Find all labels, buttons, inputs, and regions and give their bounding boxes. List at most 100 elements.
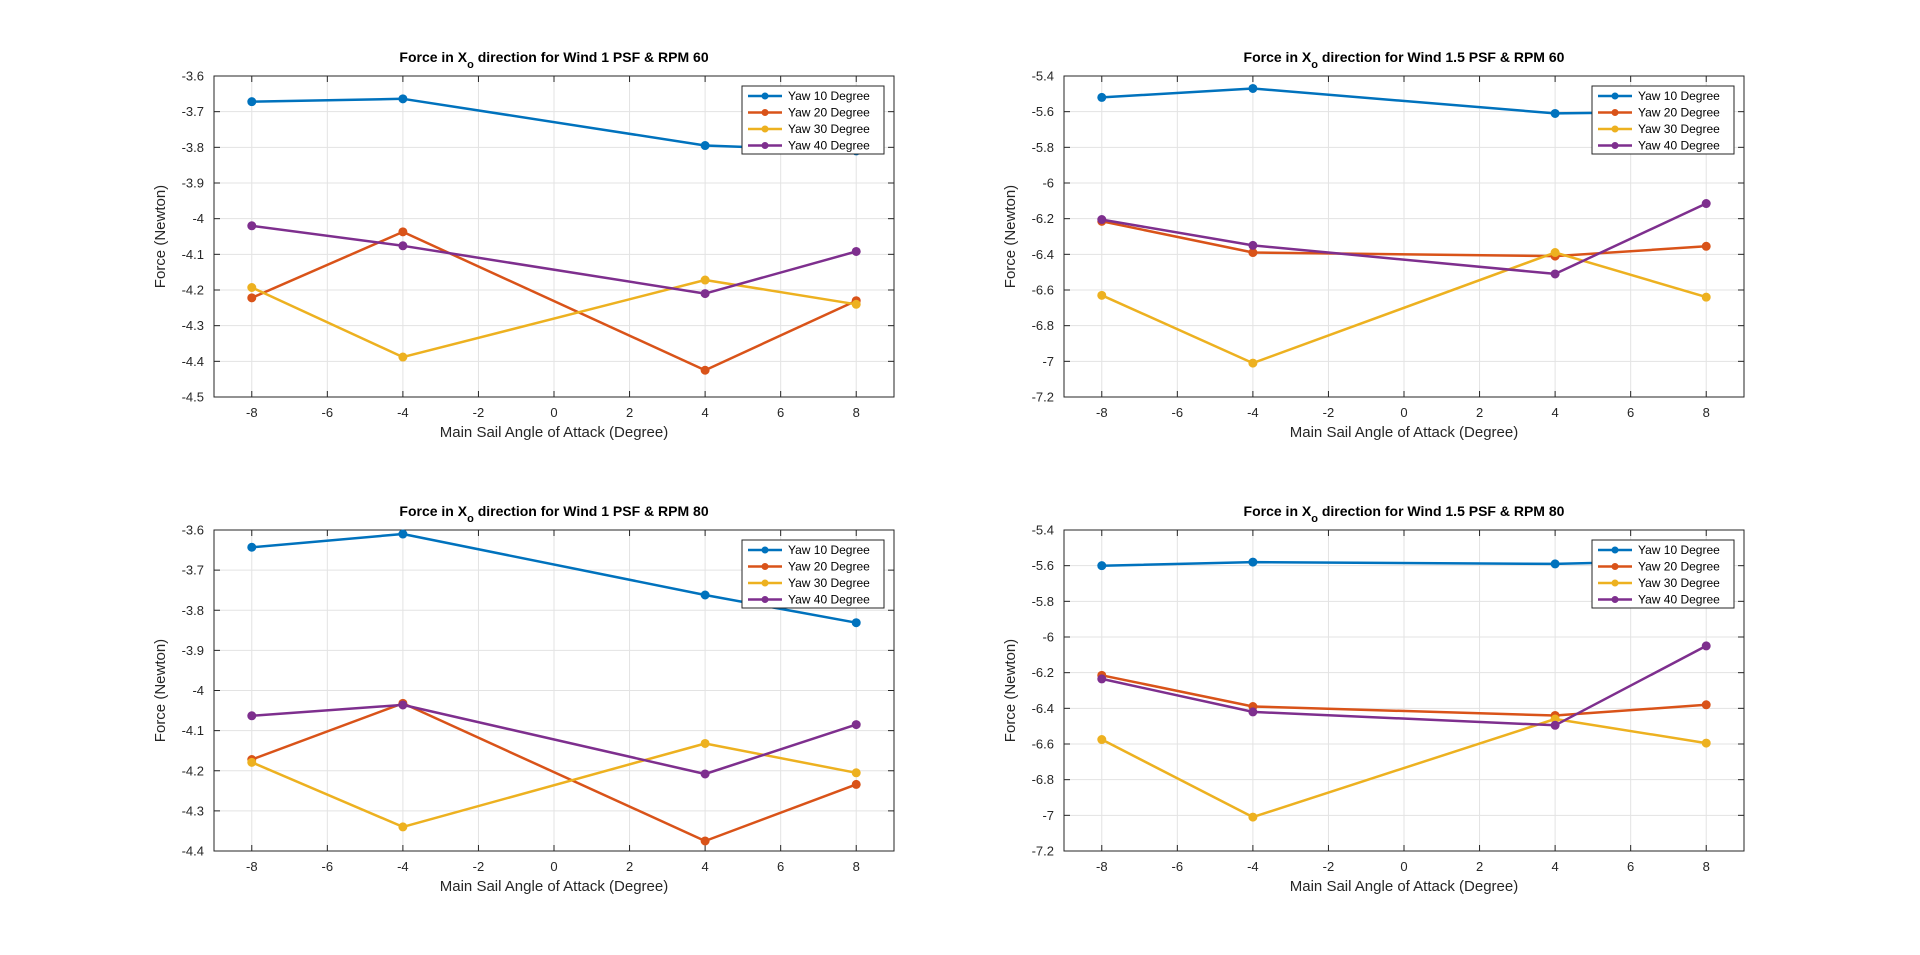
data-point (398, 822, 408, 832)
y-tick-label: -6.8 (1032, 772, 1054, 787)
chart-title: Force in Xo direction for Wind 1.5 PSF &… (1244, 503, 1565, 525)
x-tick-label: 0 (1400, 859, 1407, 874)
data-point (1701, 199, 1711, 209)
data-point (1248, 358, 1258, 368)
chart-title-subscript: o (1311, 513, 1318, 525)
data-point (247, 97, 257, 107)
data-point (1550, 248, 1560, 258)
data-point (1097, 561, 1107, 571)
data-point (851, 246, 861, 256)
data-point (1701, 641, 1711, 651)
data-point (247, 757, 257, 767)
legend: Yaw 10 Degree Yaw 20 Degree Yaw 30 Degree Y… (1591, 539, 1735, 609)
x-tick-label: 4 (1551, 859, 1558, 874)
x-tick-label: 0 (550, 405, 557, 420)
data-point (851, 779, 861, 789)
data-point (247, 293, 257, 303)
series-line-1 (251, 532, 857, 624)
chart-title-prefix: Force in X (1244, 503, 1312, 519)
series-line-4 (1101, 202, 1707, 276)
legend-marker (1611, 579, 1619, 587)
x-tick-label: -4 (397, 405, 409, 420)
legend-marker (761, 92, 769, 100)
y-tick-label: -4.2 (182, 283, 204, 298)
data-point (1097, 92, 1107, 102)
chart-title: Force in Xo direction for Wind 1 PSF & R… (399, 503, 708, 525)
series-line-2 (251, 230, 857, 372)
data-point (247, 542, 257, 552)
chart-title-prefix: Force in X (1244, 49, 1312, 65)
chart-title-suffix: direction for Wind 1 PSF & RPM 80 (474, 503, 709, 519)
y-tick-label: -7 (1042, 354, 1054, 369)
legend-marker (761, 596, 769, 603)
series-line-4 (251, 224, 857, 295)
series-line-3 (1101, 717, 1707, 819)
chart-title: Force in Xo direction for Wind 1 PSF & R… (399, 49, 708, 71)
x-tick-label: -2 (1323, 405, 1335, 420)
y-tick-label: -4.3 (182, 803, 204, 818)
y-tick-label: -6.2 (1032, 211, 1054, 226)
y-tick-label: -6.4 (1032, 701, 1054, 716)
y-tick-label: -4.3 (182, 318, 204, 333)
y-tick-label: -4.2 (182, 763, 204, 778)
legend-marker (761, 142, 769, 149)
data-point (700, 289, 710, 299)
axes-frame (213, 75, 895, 398)
data-point (1097, 215, 1107, 225)
x-tick-label: -8 (1096, 859, 1108, 874)
data-point (247, 221, 257, 231)
data-point (398, 529, 408, 539)
x-tick-label: -6 (322, 859, 334, 874)
chart-title-suffix: direction for Wind 1.5 PSF & RPM 80 (1318, 503, 1565, 519)
data-point (398, 700, 408, 710)
x-tick-label: 0 (1400, 405, 1407, 420)
y-tick-label: -6.8 (1032, 318, 1054, 333)
x-axis-label: Main Sail Angle of Attack (Degree) (440, 424, 668, 441)
chart-title-suffix: direction for Wind 1.5 PSF & RPM 60 (1318, 49, 1565, 65)
data-point (851, 720, 861, 730)
x-tick-label: -2 (473, 859, 485, 874)
data-point (1248, 83, 1258, 93)
x-tick-label: 6 (1627, 859, 1634, 874)
legend-marker (1611, 142, 1619, 149)
data-point (700, 275, 710, 285)
legend-entry: Yaw 20 Degree (1638, 106, 1720, 120)
legend-marker (1611, 596, 1619, 603)
axes-frame (213, 529, 895, 852)
legend-marker (1611, 563, 1619, 570)
data-point (700, 738, 710, 748)
legend-entry: Yaw 10 Degree (1638, 89, 1720, 103)
y-tick-label: -4 (192, 683, 204, 698)
y-tick-label: -4.5 (182, 390, 204, 405)
x-axis-label: Main Sail Angle of Attack (Degree) (1290, 424, 1518, 441)
series-line-4 (251, 703, 857, 776)
y-axis-label: Force (Newton) (152, 639, 169, 742)
x-tick-label: -4 (1247, 859, 1259, 874)
legend: Yaw 10 Degree Yaw 20 Degree Yaw 30 Degree Y… (1591, 85, 1735, 155)
x-tick-label: 2 (626, 859, 633, 874)
y-tick-label: -5.4 (1032, 69, 1054, 84)
y-tick-label: -3.8 (182, 603, 204, 618)
chart-1: -8 -6 -4 -2 0 2 4 6 8 -4.5 -4.4 -4.3 -4.2 -4.1 -4 -3.9 -… (152, 49, 895, 441)
x-tick-label: 8 (853, 859, 860, 874)
data-point (1097, 674, 1107, 684)
legend-marker (761, 579, 769, 587)
data-point (1701, 241, 1711, 251)
chart-title-prefix: Force in X (399, 503, 467, 519)
x-tick-label: -8 (246, 405, 258, 420)
x-tick-label: 2 (626, 405, 633, 420)
data-point (247, 283, 257, 293)
x-tick-label: -6 (1172, 405, 1184, 420)
y-tick-label: -6.6 (1032, 283, 1054, 298)
data-point (851, 768, 861, 778)
chart-title-subscript: o (467, 513, 474, 525)
legend-entry: Yaw 40 Degree (788, 139, 870, 153)
legend-marker (1611, 125, 1619, 133)
legend: Yaw 10 Degree Yaw 20 Degree Yaw 30 Degree Y… (741, 539, 885, 609)
legend-entry: Yaw 10 Degree (1638, 543, 1720, 557)
series-line-3 (251, 278, 857, 359)
y-tick-label: -5.6 (1032, 558, 1054, 573)
y-tick-label: -6.6 (1032, 737, 1054, 752)
legend-entry: Yaw 30 Degree (788, 576, 870, 590)
